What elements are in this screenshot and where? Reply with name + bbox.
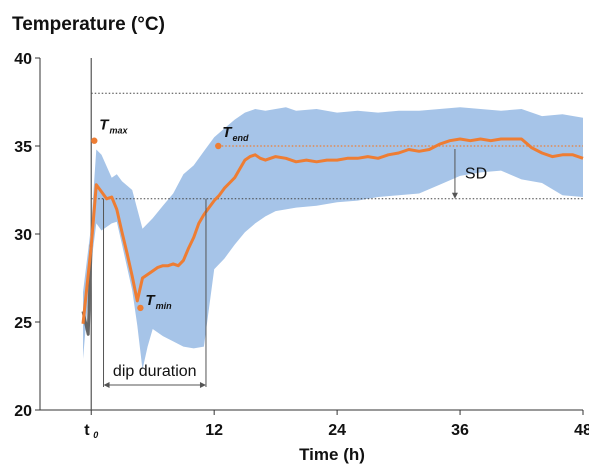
chart-title: Temperature (°C): [12, 14, 165, 35]
y-tick-label-35: 35: [14, 139, 32, 156]
dip-arrow-right: [199, 382, 206, 388]
y-tick-label-30: 30: [14, 227, 32, 244]
x-tick-label-0: t: [84, 422, 90, 439]
mean-temperature-line: [81, 137, 584, 324]
label-t-max: Tmax: [99, 117, 128, 136]
dip-duration-label: dip duration: [113, 363, 197, 380]
marker-t-max: [91, 137, 98, 144]
y-tick-label-20: 20: [14, 403, 32, 420]
label-t-min: Tmin: [145, 292, 172, 311]
x-tick-label-24: 24: [328, 422, 346, 439]
x-tick-label-36: 36: [451, 422, 469, 439]
marker-t-min: [137, 304, 144, 312]
sd-band: [83, 107, 583, 370]
x-tick-subscript-0: 0: [93, 430, 98, 440]
y-tick-label-40: 40: [14, 51, 32, 68]
marker-t-end: [215, 142, 222, 150]
x-tick-label-48: 48: [574, 422, 589, 439]
x-axis-label: Time (h): [299, 445, 365, 464]
y-tick-label-25: 25: [14, 315, 32, 332]
dip-arrow-left: [103, 382, 110, 388]
x-tick-label-12: 12: [205, 422, 223, 439]
label-subscript-min: min: [156, 301, 173, 311]
sd-arrow-head: [451, 192, 458, 199]
plot-area: 20 25 30 35 40 t 0 12 24 36 48 Tmax Tend Tmin dip dura…: [14, 51, 589, 440]
label-subscript-end: end: [232, 133, 249, 143]
sd-label: SD: [465, 165, 487, 182]
label-subscript-max: max: [109, 126, 128, 136]
label-t-end: Tend: [222, 124, 249, 143]
